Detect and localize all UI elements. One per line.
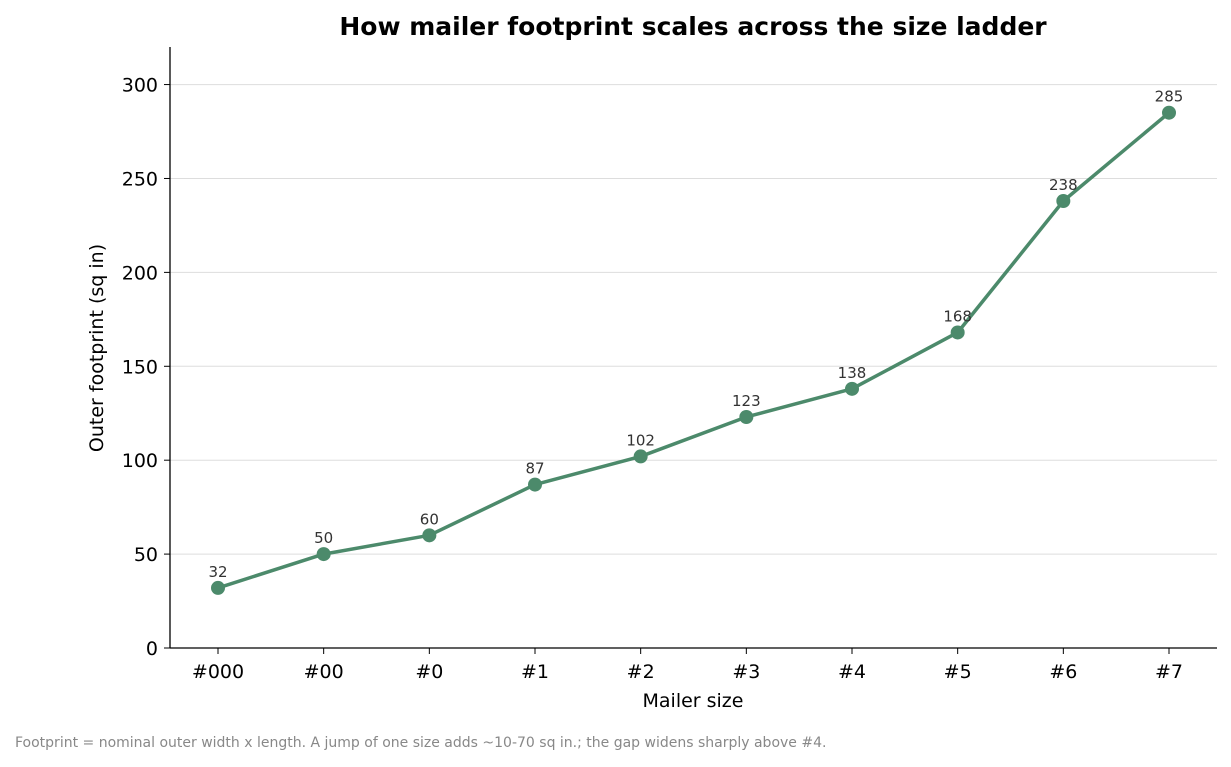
- y-tick-label: 100: [122, 450, 158, 472]
- x-tick-label: #6: [1049, 661, 1077, 683]
- data-label: 32: [208, 563, 227, 581]
- y-tick-label: 0: [146, 638, 158, 660]
- data-point: [528, 477, 542, 492]
- data-label: 102: [626, 431, 655, 449]
- data-label: 123: [732, 392, 761, 410]
- y-ticks: 0 50 100 150 200 250 300: [122, 75, 170, 660]
- y-tick-label: 50: [134, 544, 158, 566]
- data-labels: 32 50 60 87 102 123 138 168 238 285: [208, 88, 1183, 581]
- x-tick-label: #1: [521, 661, 549, 683]
- x-tick-label: #2: [627, 661, 655, 683]
- series-line: [216, 110, 1171, 590]
- data-label: 50: [314, 529, 333, 547]
- data-point: [1162, 105, 1176, 120]
- x-tick-label: #4: [838, 661, 866, 683]
- y-tick-label: 200: [122, 262, 158, 284]
- data-label: 168: [943, 307, 972, 325]
- y-tick-label: 300: [122, 75, 158, 97]
- data-point: [633, 449, 648, 464]
- data-point: [316, 547, 331, 562]
- data-label: 138: [838, 364, 867, 382]
- x-ticks: #000 #00 #0 #1 #2 #3 #4 #5 #6 #7: [192, 648, 1183, 683]
- data-point: [950, 325, 965, 340]
- data-point: [845, 381, 859, 396]
- data-point: [739, 409, 754, 424]
- footnote: Footprint = nominal outer width x length…: [15, 735, 827, 751]
- x-tick-label: #00: [304, 661, 344, 683]
- data-label: 238: [1049, 176, 1078, 194]
- x-tick-label: #7: [1155, 661, 1183, 683]
- data-label: 60: [420, 510, 439, 528]
- data-point: [1056, 194, 1071, 209]
- x-tick-label: #0: [415, 661, 443, 683]
- chart-title: How mailer footprint scales across the s…: [339, 12, 1047, 41]
- axes: [169, 47, 1217, 649]
- y-axis-label: Outer footprint (sq in): [86, 244, 108, 452]
- data-label: 87: [525, 460, 544, 478]
- x-tick-label: #000: [192, 661, 244, 683]
- x-tick-label: #5: [944, 661, 972, 683]
- y-tick-label: 150: [122, 356, 158, 378]
- data-point: [211, 580, 225, 595]
- x-tick-label: #3: [732, 661, 760, 683]
- data-point: [422, 528, 437, 543]
- x-axis-label: Mailer size: [643, 690, 744, 712]
- series-footprint: [211, 105, 1176, 595]
- gridlines: [170, 84, 1217, 555]
- y-tick-label: 250: [122, 168, 158, 190]
- data-label: 285: [1155, 88, 1184, 106]
